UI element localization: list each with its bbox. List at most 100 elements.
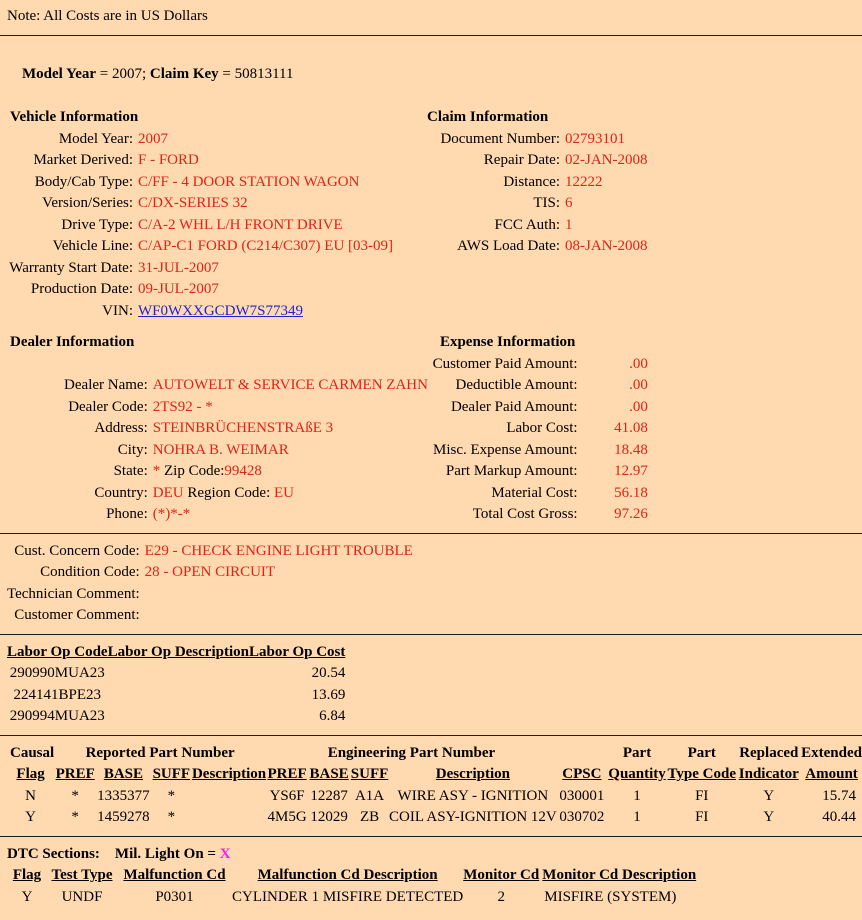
field-label: Document Number: (440, 130, 560, 147)
field-label: Body/Cab Type: (34, 173, 133, 190)
field-label: Model Year: (58, 130, 133, 147)
column-header: BASE (309, 766, 349, 782)
divider (0, 532, 862, 534)
column-header: Malfunction Cd (123, 867, 226, 883)
table-header-row: Labor Op Code Labor Op Description Labor… (7, 642, 345, 664)
field-value: 1 (565, 216, 573, 233)
info-row: Vehicle Line: C/AP-C1 FORD (C214/C307) E… (7, 236, 855, 258)
field-value: 08-JAN-2008 (565, 238, 648, 254)
table-row: Y * 1459278 * 4M5G 12029 ZB COIL ASY-IGN… (7, 807, 862, 829)
field-value: 2007 (138, 130, 168, 147)
field-label: Phone: (106, 506, 148, 522)
column-header: Labor Op Description (107, 643, 249, 660)
table-row: N * 1335377 * YS6F 12287 A1A WIRE ASY - … (7, 786, 862, 808)
field-value: 6 (565, 195, 573, 211)
info-row: Technician Comment: (7, 584, 840, 606)
field-label: Version/Series: (42, 195, 133, 211)
causal-flag: N (25, 787, 37, 804)
field-value: 41.08 (614, 420, 648, 436)
field-label: Production Date: (30, 281, 133, 297)
field-label: Dealer Code: (68, 398, 148, 415)
info-row: VIN: WF0WXXGCDW7S77349 (7, 301, 855, 323)
field-label: Address: (94, 420, 148, 436)
field-value: C/AP-C1 FORD (C214/C307) EU [03-09] (138, 238, 394, 254)
labor-op-table: Labor Op Code Labor Op Description Labor… (7, 642, 345, 728)
replaced-indicator: Y (763, 787, 775, 804)
column-header: Description (191, 766, 267, 782)
field-label: AWS Load Date: (457, 238, 560, 254)
info-row: Production Date: 09-JUL-2007 (7, 279, 855, 301)
field-value (140, 584, 840, 606)
dtc-monitor-description: MISFIRE (SYSTEM) (544, 888, 677, 905)
dtc-monitor-cd: 2 (497, 888, 505, 905)
field-label: Customer Comment: (14, 607, 140, 623)
field-label: Drive Type: (61, 216, 133, 233)
column-header: Quantity (608, 766, 666, 782)
engineering-description: WIRE ASY - IGNITION (397, 787, 549, 804)
info-row: Dealer Code: 2TS92 - * Dealer Paid Amoun… (7, 397, 862, 419)
field-label: FCC Auth: (494, 216, 560, 233)
group-header-part-qty: Part (622, 744, 652, 761)
state-value: * (152, 463, 161, 479)
divider (0, 835, 862, 837)
group-header-causal: Causal (10, 744, 55, 761)
info-row: Address: STEINBRÜCHENSTRAßE 3 Labor Cost… (7, 418, 862, 440)
field-value: 02-JAN-2008 (565, 152, 648, 168)
column-header: SUFF (152, 766, 191, 782)
column-header: Malfunction Cd Description (257, 867, 438, 883)
field-value: 31-JUL-2007 (138, 259, 219, 276)
reported-description (192, 807, 266, 829)
column-header: Description (435, 766, 510, 782)
info-row: Warranty Start Date: 31-JUL-2007 (7, 258, 855, 280)
field-label: Dealer Name: (64, 377, 148, 393)
part-quantity: 1 (633, 809, 641, 825)
field-label: Part Markup Amount: (445, 463, 578, 479)
claim-key-title-label: Claim Key (149, 66, 219, 82)
extended-amount: 40.44 (822, 809, 856, 825)
section-heading-row: Dealer Information Expense Information (7, 332, 862, 354)
labor-op-cost: 13.69 (311, 686, 346, 703)
part-type-code: FI (695, 809, 709, 825)
info-row: Model Year: 2007 Document Number: 027931… (7, 129, 855, 151)
vehicle-information-heading: Vehicle Information (10, 109, 139, 125)
labor-op-description (108, 706, 249, 728)
dealer-expense-section: Dealer Information Expense Information C… (7, 332, 862, 526)
column-header: CPSC (562, 766, 602, 782)
field-value: 18.48 (614, 441, 648, 458)
column-header: Test Type (51, 867, 113, 883)
part-quantity: 1 (633, 787, 641, 804)
info-row: Cust. Concern Code: E29 - CHECK ENGINE L… (7, 541, 840, 563)
field-label: Customer Paid Amount: (432, 355, 578, 372)
reported-description (192, 786, 266, 808)
info-row: Dealer Name: AUTOWELT & SERVICE CARMEN Z… (7, 375, 862, 397)
engineering-pref: YS6F (269, 787, 305, 804)
column-header: Labor Op Code (7, 643, 108, 660)
vin-link[interactable]: WF0WXXGCDW7S77349 (138, 302, 303, 319)
group-header-replaced: Replaced (739, 744, 799, 761)
mil-light-on: Mil. Light On = X (100, 846, 231, 862)
field-value: NOHRA B. WEIMAR (152, 441, 289, 458)
dtc-flag: Y (21, 888, 33, 905)
reported-pref: * (71, 787, 79, 804)
field-label: Distance: (503, 173, 560, 190)
field-value (140, 605, 840, 627)
engineering-suff: A1A (354, 787, 385, 804)
replaced-indicator: Y (763, 809, 775, 825)
concern-section: Cust. Concern Code: E29 - CHECK ENGINE L… (7, 541, 840, 627)
expense-information-heading: Expense Information (439, 334, 576, 350)
column-header: Labor Op Cost (248, 643, 346, 660)
labor-op-code: 290994MUA23 (9, 708, 105, 724)
info-row: Country: DEU Region Code: EU Material Co… (7, 483, 862, 505)
field-value: 09-JUL-2007 (138, 281, 219, 297)
field-label: Warranty Start Date: (9, 259, 133, 276)
info-row: Customer Comment: (7, 605, 840, 627)
claim-information-heading: Claim Information (427, 109, 549, 125)
field-label: Material Cost: (491, 484, 578, 501)
info-row: City: NOHRA B. WEIMAR Misc. Expense Amou… (7, 440, 862, 462)
field-label: Dealer Paid Amount: (450, 398, 578, 415)
engineering-base: 12029 (310, 809, 348, 825)
field-value: AUTOWELT & SERVICE CARMEN ZAHN (152, 377, 428, 393)
labor-op-cost: 20.54 (311, 665, 346, 681)
field-value: 2TS92 - * (152, 398, 213, 415)
vin-cell: WF0WXXGCDW7S77349 (133, 301, 420, 323)
